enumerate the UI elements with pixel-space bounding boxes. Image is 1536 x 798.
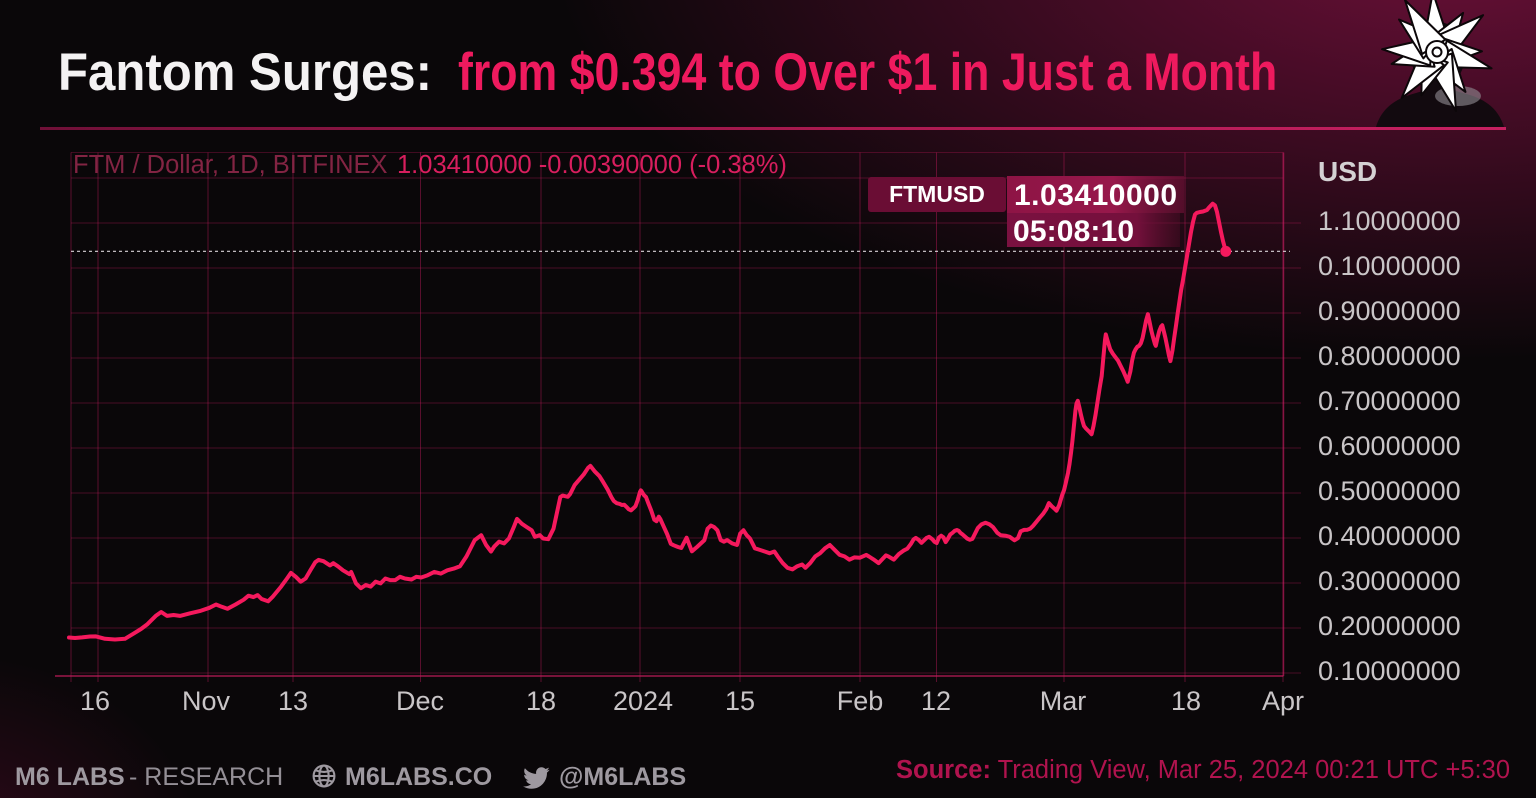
- svg-text:1.10000000: 1.10000000: [1318, 206, 1461, 236]
- svg-text:0.50000000: 0.50000000: [1318, 476, 1461, 506]
- svg-text:Apr: Apr: [1262, 686, 1304, 716]
- svg-text:0.90000000: 0.90000000: [1318, 296, 1461, 326]
- svg-text:Nov: Nov: [182, 686, 231, 716]
- svg-text:13: 13: [278, 686, 308, 716]
- svg-text:0.20000000: 0.20000000: [1318, 611, 1461, 641]
- svg-text:0.10000000: 0.10000000: [1318, 251, 1461, 281]
- svg-text:0.70000000: 0.70000000: [1318, 386, 1461, 416]
- svg-text:USD: USD: [1318, 156, 1377, 187]
- svg-text:0.30000000: 0.30000000: [1318, 566, 1461, 596]
- svg-text:16: 16: [80, 686, 110, 716]
- svg-text:0.80000000: 0.80000000: [1318, 341, 1461, 371]
- svg-text:@M6LABS: @M6LABS: [559, 763, 686, 791]
- svg-text:1.03410000 -0.00390000 (-0.38%: 1.03410000 -0.00390000 (-0.38%): [397, 151, 787, 179]
- svg-text:M6 LABS: M6 LABS: [15, 763, 125, 791]
- svg-text:0.60000000: 0.60000000: [1318, 431, 1461, 461]
- svg-text:Dec: Dec: [396, 686, 444, 716]
- svg-text:0.10000000: 0.10000000: [1318, 656, 1461, 686]
- svg-text:18: 18: [526, 686, 556, 716]
- svg-text:0.40000000: 0.40000000: [1318, 521, 1461, 551]
- svg-text:12: 12: [921, 686, 951, 716]
- svg-text:05:08:10: 05:08:10: [1013, 215, 1134, 248]
- svg-text:2024: 2024: [613, 686, 673, 716]
- svg-text:Feb: Feb: [837, 686, 884, 716]
- svg-text:1.03410000: 1.03410000: [1014, 179, 1177, 212]
- svg-text:- RESEARCH: - RESEARCH: [129, 763, 283, 791]
- svg-text:18: 18: [1171, 686, 1201, 716]
- svg-text:FTMUSD: FTMUSD: [889, 181, 985, 207]
- svg-text:15: 15: [725, 686, 755, 716]
- svg-text:M6LABS.CO: M6LABS.CO: [345, 763, 492, 791]
- svg-text:FTM / Dollar, 1D, BITFINEX: FTM / Dollar, 1D, BITFINEX: [73, 151, 388, 179]
- svg-text:Mar: Mar: [1040, 686, 1087, 716]
